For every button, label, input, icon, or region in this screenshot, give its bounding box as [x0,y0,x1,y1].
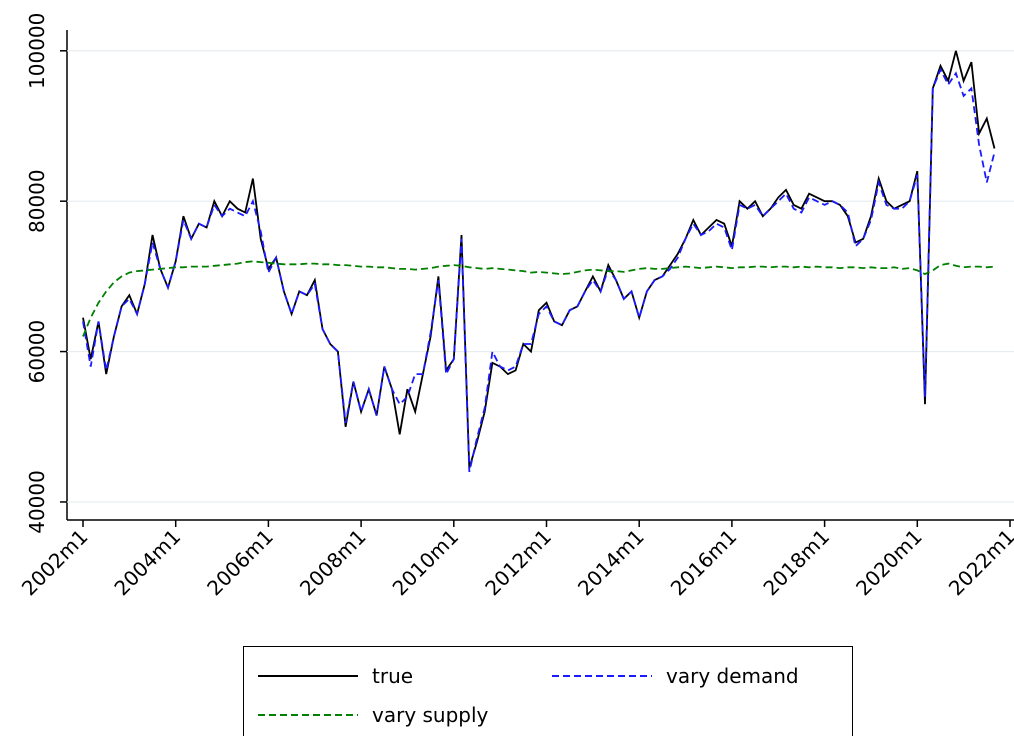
x-tick-label: 2006m1 [202,525,278,601]
y-tick-label: 60000 [25,320,49,384]
x-tick-label: 2020m1 [851,525,927,601]
series-line [82,50,996,469]
y-tick-label: 100000 [25,13,49,89]
x-tick-label: 2012m1 [480,525,556,601]
x-tick-label: 2008m1 [295,525,371,601]
legend-label: vary supply [372,703,489,727]
legend-label: vary demand [666,664,799,688]
x-tick-label: 2002m1 [17,525,93,601]
legend-box [243,646,853,736]
series-line [82,260,995,337]
x-tick-label: 2018m1 [758,525,834,601]
x-tick-label: 2022m1 [944,525,1014,601]
x-tick-label: 2016m1 [666,525,742,601]
x-tick-label: 2004m1 [109,525,185,601]
legend-label: true [372,664,413,688]
y-tick-label: 80000 [25,169,49,233]
y-tick-label: 40000 [25,470,49,534]
x-tick-label: 2010m1 [388,525,464,601]
x-tick-label: 2014m1 [573,525,649,601]
series-line [82,67,996,473]
